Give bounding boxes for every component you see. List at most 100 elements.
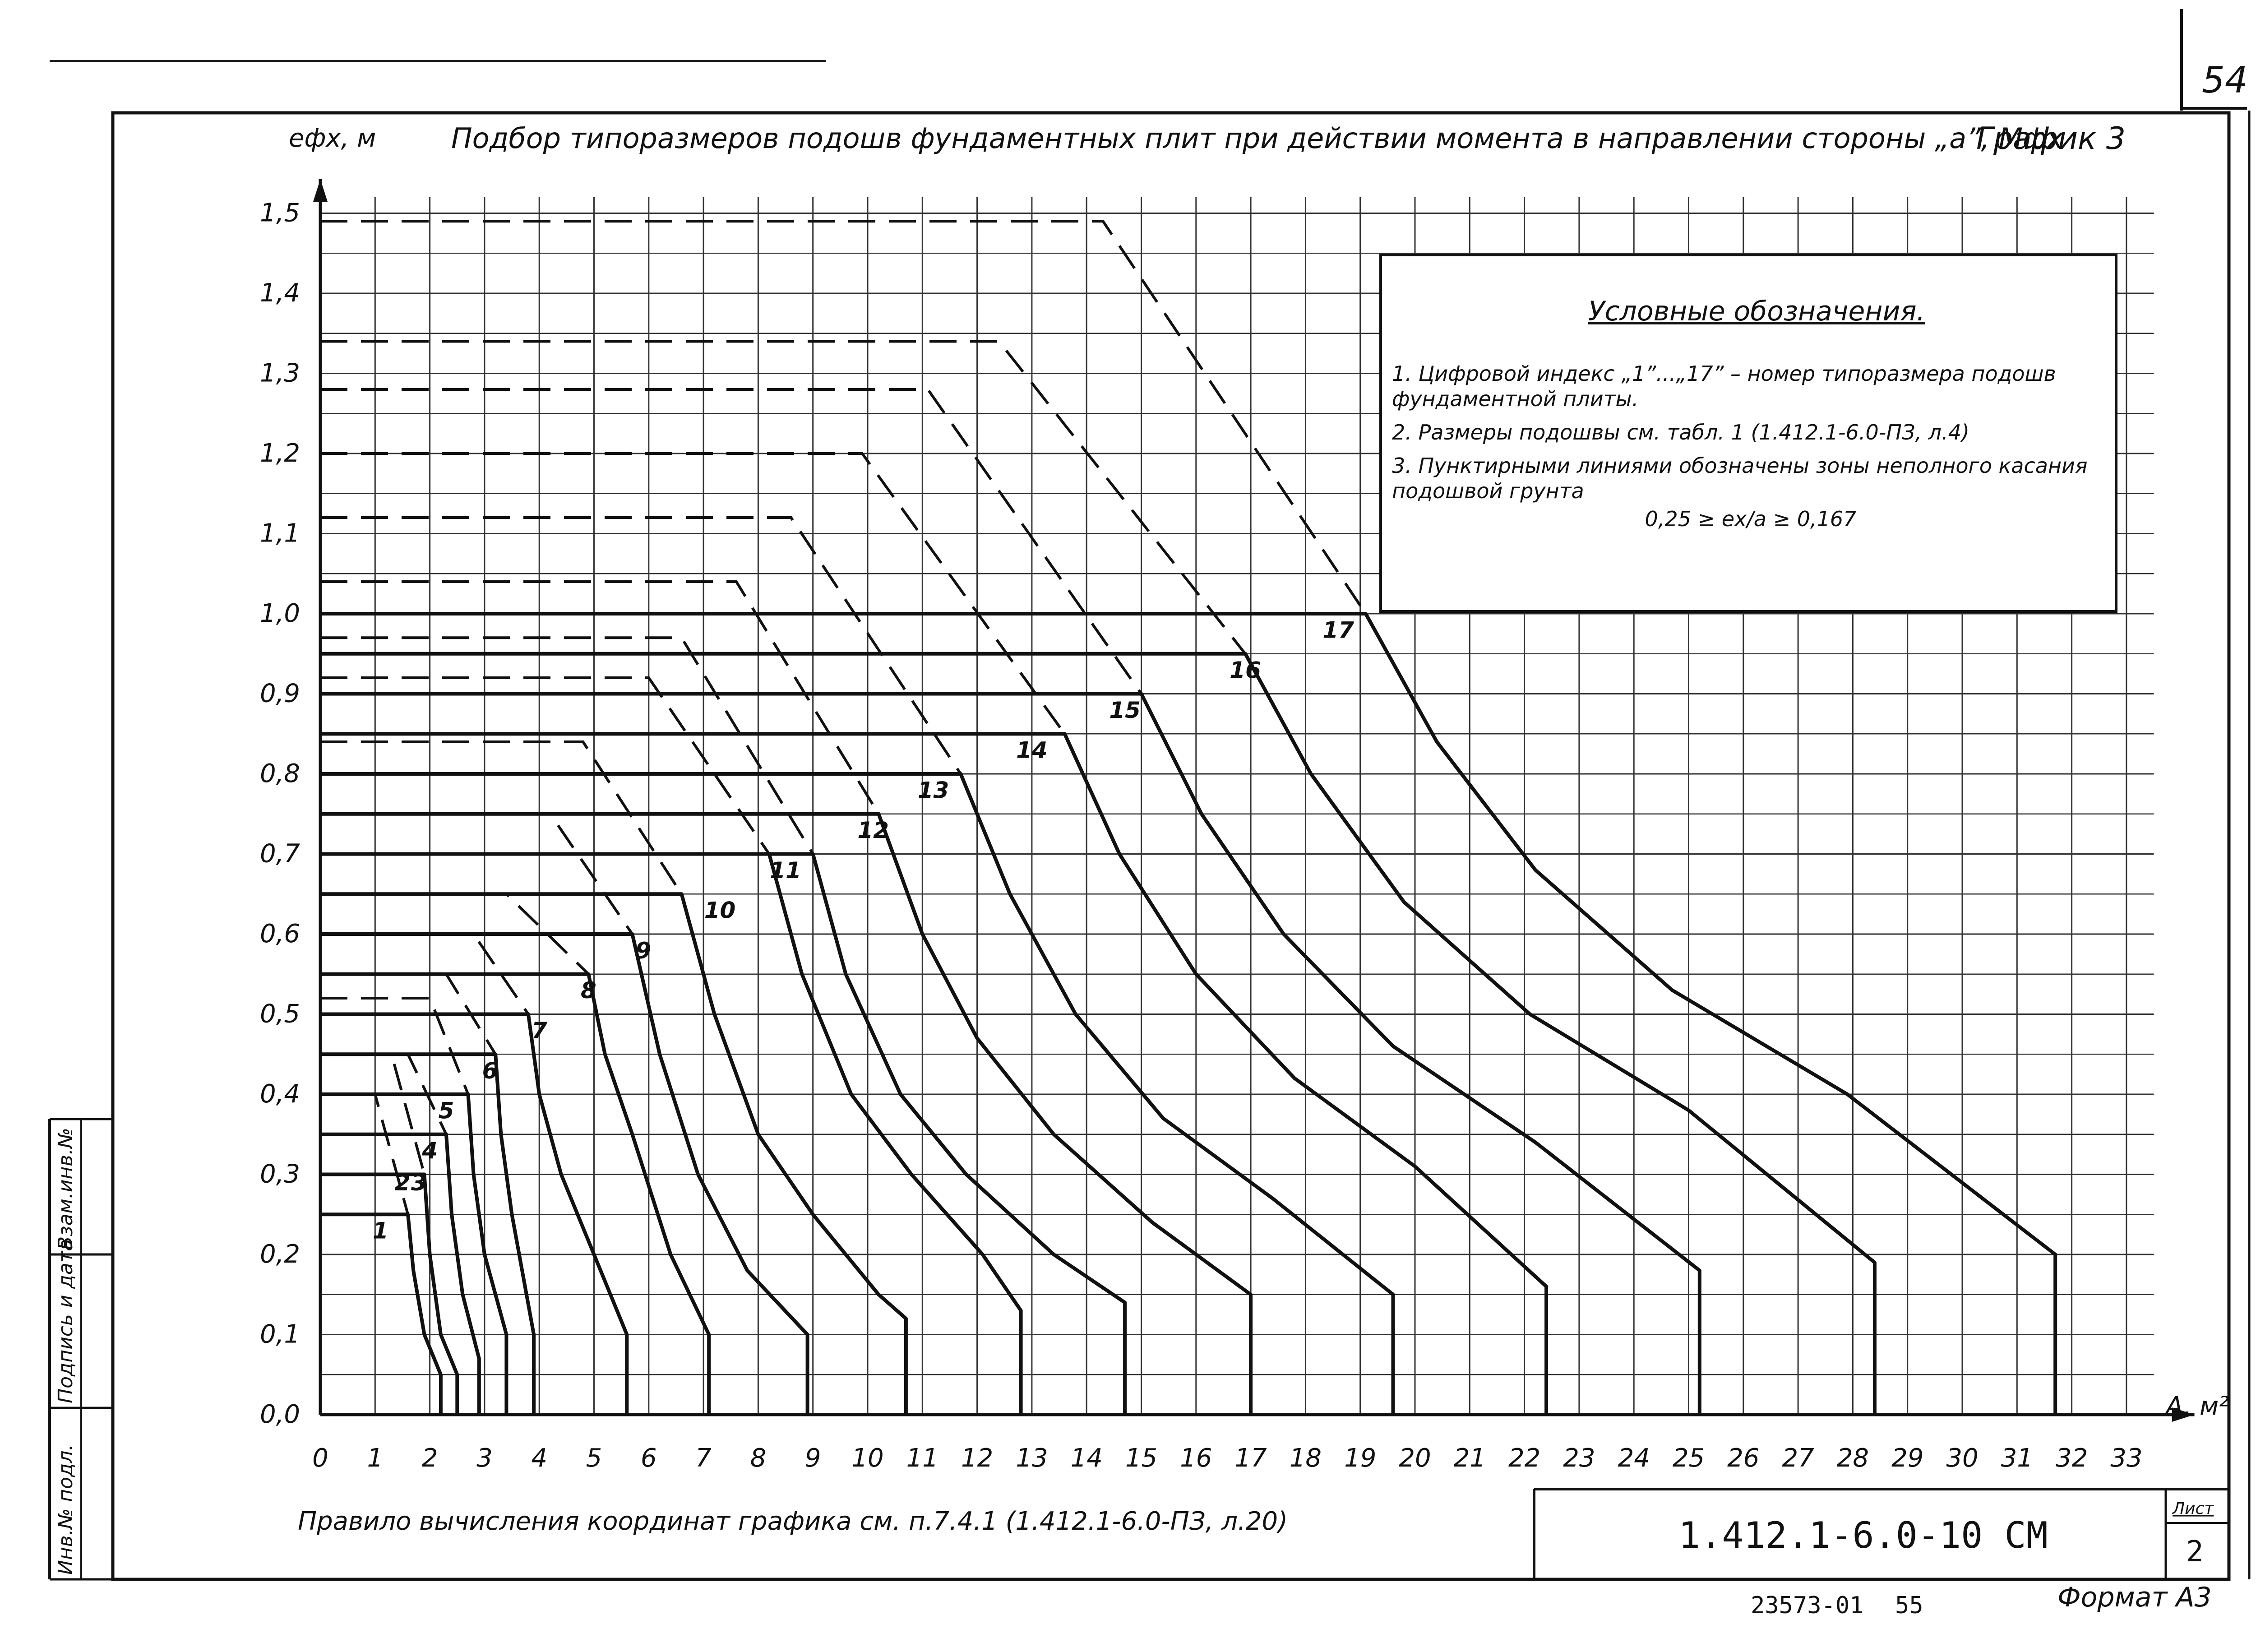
series-9-solid-line [320, 892, 908, 1415]
series-16-solid-line [320, 652, 1877, 1415]
series-2-dashed-line [320, 1053, 426, 1175]
series-15-dashed-line [320, 388, 1142, 695]
x-tick-label: 14 [1071, 1444, 1103, 1473]
y-tick-label: 0,1 [260, 1320, 300, 1349]
x-tick-label: 33 [2110, 1444, 2142, 1473]
chart-title: Подбор типоразмеров подошв фундаментных … [451, 122, 2064, 155]
chart-series [320, 220, 2057, 1415]
y-tick-label: 0,5 [260, 1000, 300, 1029]
y-tick-label: 0,0 [260, 1400, 300, 1429]
x-tick-label: 22 [1508, 1444, 1540, 1473]
series-17-dashed-line [320, 220, 1367, 615]
x-tick-label: 11 [906, 1444, 938, 1473]
series-9-dashed-line [320, 740, 683, 895]
series-13-dashed-line [320, 516, 962, 775]
series-15-label: 15 [1109, 697, 1141, 723]
legend-item-1: 1. Цифровой индекс „1”...„17” – номер ти… [1392, 361, 2056, 411]
y-tick-label: 1,0 [260, 599, 300, 628]
series-16-label: 16 [1230, 657, 1261, 683]
x-tick-label: 29 [1891, 1444, 1923, 1473]
series-10-label: 10 [704, 898, 736, 924]
chart-axes [313, 179, 2195, 1422]
legend-item-3: 3. Пунктирными линиями обозначены зоны н… [1392, 453, 2088, 503]
tick-labels: 0 1 2 3 4 5 6 7 8 9 10 11 12 13 14 15 16 17 18 19 20 21 22 23 24… [260, 199, 2143, 1473]
series-1-solid-line [320, 1212, 443, 1415]
inventory-number: 23573-01 [1751, 1592, 1863, 1619]
side-stamp-column: Взам.инв.№ Подпись и дата Инв.№ подл. [48, 1118, 113, 1581]
x-tick-label: 9 [805, 1444, 821, 1473]
series-5-label: 5 [439, 1097, 454, 1124]
series-5-solid-line [320, 1052, 536, 1415]
y-tick-label: 0,9 [260, 679, 300, 708]
series-4-dashed-line [320, 997, 470, 1095]
x-tick-label: 31 [2001, 1444, 2033, 1473]
series-11-label: 11 [770, 857, 801, 884]
series-10-solid-line [320, 852, 1023, 1415]
legend-formula: 0,25 ≥ ex/a ≥ 0,167 [1645, 507, 1857, 531]
x-tick-label: 27 [1782, 1444, 1814, 1473]
x-tick-label: 32 [2056, 1444, 2088, 1473]
inventory-page: 55 [1895, 1592, 1923, 1619]
x-tick-label: 30 [1946, 1444, 1978, 1473]
rule-note: Правило вычисления координат графика см.… [298, 1507, 1288, 1536]
y-tick-label: 0,4 [260, 1079, 300, 1109]
x-tick-label: 24 [1618, 1444, 1650, 1473]
series-2-label: 2 [395, 1170, 411, 1196]
outer-frame [111, 111, 2231, 1581]
x-tick-label: 6 [641, 1444, 657, 1473]
series-7-label: 7 [532, 1018, 547, 1044]
title-block: 1.412.1-6.0-10 СМ Лист 2 [1533, 1488, 2229, 1579]
series-10-dashed-line [320, 676, 771, 855]
stamp-inventory: Инв.№ подл. [54, 1444, 77, 1575]
x-tick-label: 8 [750, 1444, 767, 1473]
legend-heading: Условные обозначения. [1588, 296, 1925, 327]
series-1-dashed-line [320, 1093, 409, 1215]
x-tick-label: 4 [531, 1444, 547, 1473]
sheet-number: 54 [2202, 59, 2248, 101]
series-8-label: 8 [581, 977, 596, 1004]
x-tick-label: 25 [1673, 1444, 1705, 1473]
series-8-dashed-line [320, 812, 633, 935]
graph-label: График 3 [1976, 121, 2126, 157]
y-axis-arrow [313, 179, 328, 202]
x-tick-label: 16 [1180, 1444, 1212, 1473]
y-tick-label: 0,7 [260, 839, 300, 869]
stamp-signature: Подпись и дата [54, 1239, 77, 1403]
x-tick-label: 5 [586, 1444, 602, 1473]
x-tick-label: 0 [312, 1444, 328, 1473]
x-tick-label: 7 [695, 1444, 712, 1473]
y-tick-label: 1,4 [260, 278, 300, 308]
series-16-dashed-line [320, 340, 1247, 655]
x-tick-label: 1 [367, 1444, 383, 1473]
series-4-solid-line [320, 1092, 509, 1415]
series-12-dashed-line [320, 580, 880, 815]
x-tick-label: 21 [1454, 1444, 1486, 1473]
series-4-label: 4 [421, 1138, 438, 1164]
series-13-solid-line [320, 772, 1395, 1415]
document-code: 1.412.1-6.0-10 СМ [1678, 1514, 2048, 1556]
series-8-solid-line [320, 932, 809, 1415]
series-11-solid-line [320, 852, 1127, 1415]
series-3-label: 3 [411, 1170, 427, 1196]
y-axis-label: eфх, м [289, 124, 376, 153]
series-14-dashed-line [320, 452, 1066, 735]
series-6-solid-line [320, 1012, 629, 1415]
sheet-label: Лист [2172, 1499, 2214, 1518]
format-label: Формат А3 [2057, 1582, 2212, 1613]
series-2-solid-line [320, 1172, 459, 1415]
series-15-solid-line [320, 692, 1701, 1415]
y-tick-label: 1,5 [260, 199, 300, 228]
x-tick-label: 17 [1234, 1444, 1267, 1473]
y-tick-label: 0,8 [260, 759, 300, 788]
x-tick-label: 13 [1016, 1444, 1048, 1473]
series-17-solid-line [320, 612, 2057, 1415]
y-tick-label: 0,3 [260, 1160, 300, 1189]
series-9-label: 9 [635, 937, 651, 963]
series-3-solid-line [320, 1132, 481, 1415]
chart-area: 0 1 2 3 4 5 6 7 8 9 10 11 12 13 14 15 16 17 18 19 20 21 22 23 24… [260, 179, 2195, 1473]
x-tick-label: 26 [1727, 1444, 1759, 1473]
sheet-no: 2 [2186, 1535, 2204, 1569]
series-14-label: 14 [1016, 737, 1048, 764]
y-tick-label: 1,1 [260, 519, 300, 548]
y-tick-label: 1,3 [260, 359, 300, 388]
